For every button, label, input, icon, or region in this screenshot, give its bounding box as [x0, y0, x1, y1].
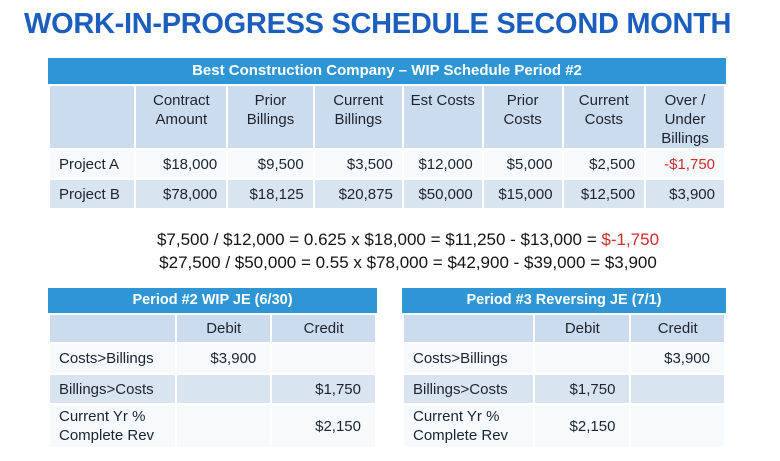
credit-value: $1,750 — [272, 375, 375, 403]
period3-row-billings-costs: Billings>Costs $1,750 — [404, 375, 724, 403]
wip-col-est-costs: Est Costs — [403, 86, 482, 148]
debit-value — [177, 405, 271, 447]
period2-col-credit: Credit — [272, 315, 375, 342]
period2-row-costs-billings: Costs>Billings $3,900 — [50, 344, 375, 373]
wip-col-current-billings: Current Billings — [314, 86, 402, 148]
row-label: Costs>Billings — [50, 344, 176, 373]
wip-table: Contract Amount Prior Billings Current B… — [48, 84, 726, 210]
period2-je-header-row: Debit Credit — [50, 315, 375, 342]
period3-row-current-yr-complete-rev: Current Yr % Complete Rev $2,150 — [404, 405, 724, 447]
project-a-contract-amount: $18,000 — [136, 150, 227, 178]
project-a-over-under-billings: -$1,750 — [646, 150, 724, 178]
calc-line-2: $27,500 / $50,000 = 0.55 x $78,000 = $42… — [159, 253, 657, 272]
credit-value: $3,900 — [631, 344, 724, 373]
period3-je-header-row: Debit Credit — [404, 315, 724, 342]
project-a-row: Project A $18,000 $9,500 $3,500 $12,000 … — [50, 150, 724, 178]
calculation-lines: $7,500 / $12,000 = 0.625 x $18,000 = $11… — [36, 228, 780, 274]
calc-line-1-main: $7,500 / $12,000 = 0.625 x $18,000 = $11… — [156, 230, 602, 249]
debit-value: $2,150 — [535, 405, 630, 447]
period3-col-credit: Credit — [631, 315, 724, 342]
period2-wip-je-section: Period #2 WIP JE (6/30) Debit Credit Cos… — [48, 288, 377, 449]
period3-col-debit: Debit — [535, 315, 630, 342]
credit-value — [631, 405, 724, 447]
row-label: Current Yr % Complete Rev — [404, 405, 534, 447]
row-label: Billings>Costs — [50, 375, 176, 403]
credit-value — [272, 344, 375, 373]
wip-header-row: Contract Amount Prior Billings Current B… — [50, 86, 724, 148]
debit-value: $1,750 — [535, 375, 630, 403]
period2-row-current-yr-complete-rev: Current Yr % Complete Rev $2,150 — [50, 405, 375, 447]
project-b-est-costs: $50,000 — [403, 180, 482, 208]
project-b-current-costs: $12,500 — [563, 180, 645, 208]
project-b-prior-costs: $15,000 — [483, 180, 562, 208]
calc-line-1: $7,500 / $12,000 = 0.625 x $18,000 = $11… — [36, 228, 780, 251]
project-a-est-costs: $12,000 — [403, 150, 482, 178]
project-a-prior-billings: $9,500 — [228, 150, 313, 178]
period3-je-title: Period #3 Reversing JE (7/1) — [402, 288, 726, 313]
wip-col-contract-amount: Contract Amount — [136, 86, 227, 148]
debit-value: $3,900 — [177, 344, 271, 373]
calc-line-1-result: $-1,750 — [601, 230, 660, 249]
credit-value: $2,150 — [272, 405, 375, 447]
period3-reversing-je-section: Period #3 Reversing JE (7/1) Debit Credi… — [402, 288, 726, 449]
wip-schedule-section: Best Construction Company – WIP Schedule… — [48, 58, 726, 210]
period2-je-title: Period #2 WIP JE (6/30) — [48, 288, 377, 313]
period2-je-table: Debit Credit Costs>Billings $3,900 Billi… — [48, 313, 377, 449]
debit-value — [177, 375, 271, 403]
project-a-current-costs: $2,500 — [563, 150, 645, 178]
credit-value — [631, 375, 724, 403]
wip-col-current-costs: Current Costs — [563, 86, 645, 148]
period2-col-corner — [50, 315, 176, 342]
project-a-current-billings: $3,500 — [314, 150, 402, 178]
row-label: Costs>Billings — [404, 344, 534, 373]
period2-row-billings-costs: Billings>Costs $1,750 — [50, 375, 375, 403]
row-label: Current Yr % Complete Rev — [50, 405, 176, 447]
project-b-contract-amount: $78,000 — [136, 180, 227, 208]
project-b-label: Project B — [50, 180, 135, 208]
wip-col-over-under-billings: Over / Under Billings — [646, 86, 724, 148]
period2-col-debit: Debit — [177, 315, 271, 342]
project-b-prior-billings: $18,125 — [228, 180, 313, 208]
page-title: WORK-IN-PROGRESS SCHEDULE SECOND MONTH — [24, 8, 732, 40]
project-b-row: Project B $78,000 $18,125 $20,875 $50,00… — [50, 180, 724, 208]
project-a-prior-costs: $5,000 — [483, 150, 562, 178]
wip-col-prior-costs: Prior Costs — [483, 86, 562, 148]
project-a-label: Project A — [50, 150, 135, 178]
period3-je-table: Debit Credit Costs>Billings $3,900 Billi… — [402, 313, 726, 449]
wip-table-title: Best Construction Company – WIP Schedule… — [48, 58, 726, 84]
wip-col-prior-billings: Prior Billings — [228, 86, 313, 148]
project-b-current-billings: $20,875 — [314, 180, 402, 208]
period3-col-corner — [404, 315, 534, 342]
wip-col-corner — [50, 86, 135, 148]
debit-value — [535, 344, 630, 373]
period3-row-costs-billings: Costs>Billings $3,900 — [404, 344, 724, 373]
project-b-over-under-billings: $3,900 — [646, 180, 724, 208]
row-label: Billings>Costs — [404, 375, 534, 403]
